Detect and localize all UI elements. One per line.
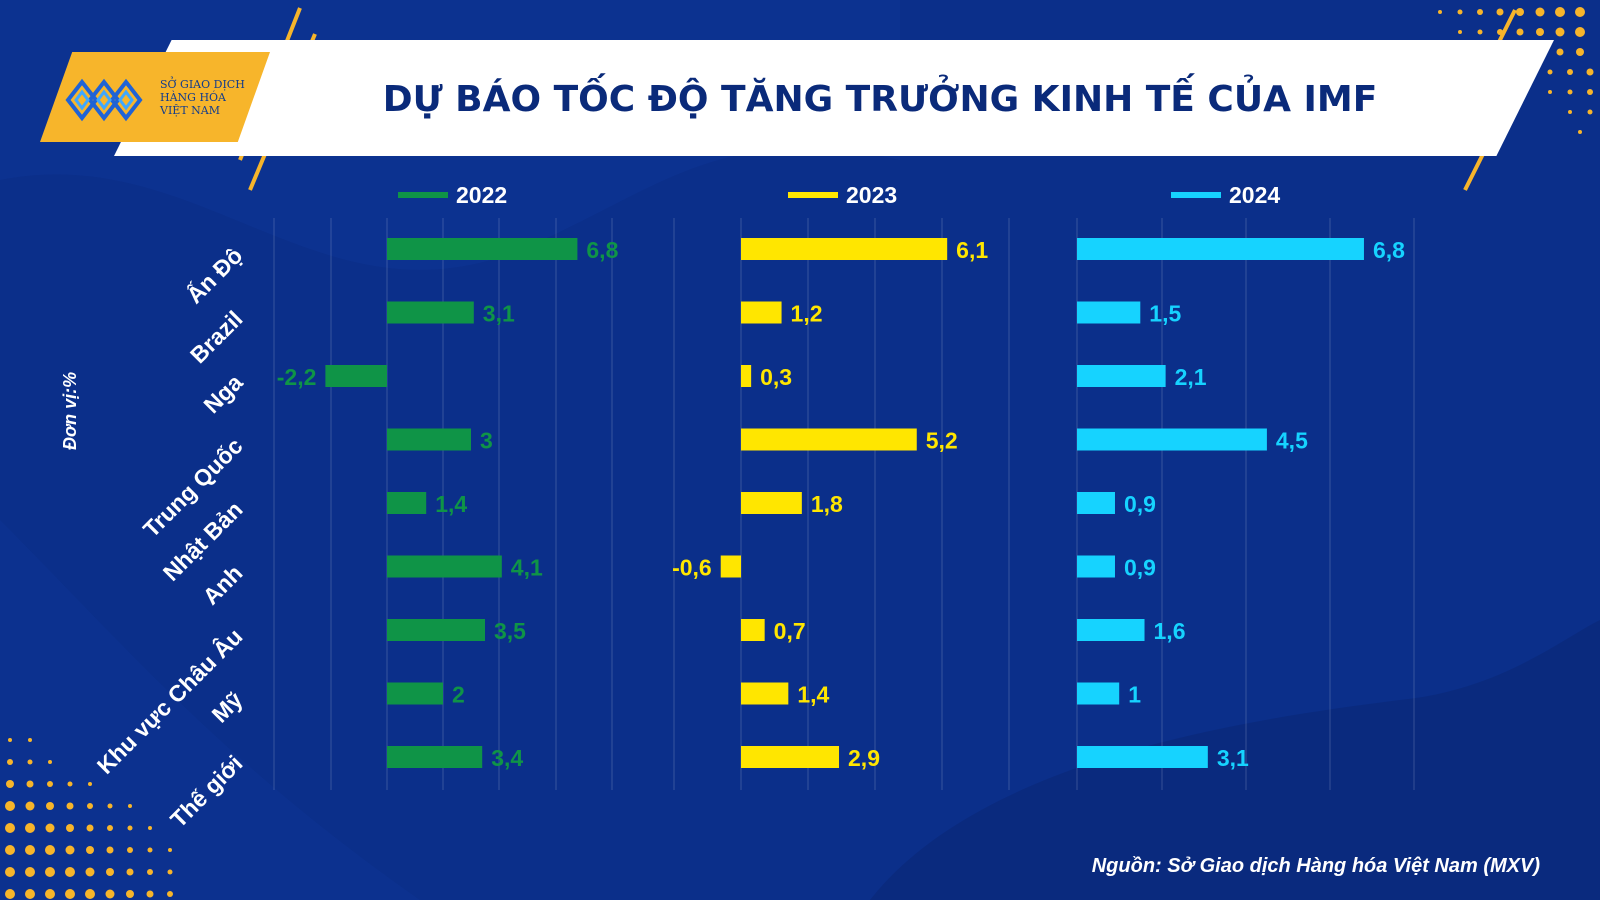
- value-label-2022-0: 6,8: [586, 237, 618, 263]
- logo-line-3: VIỆT NAM: [160, 104, 220, 117]
- bar-2023-6: [741, 619, 765, 641]
- bar-2023-1: [741, 301, 782, 324]
- bar-2024-3: [1077, 428, 1267, 451]
- mxv-logo-icon: [65, 78, 143, 122]
- bar-2023-5: [720, 555, 741, 578]
- value-label-2024-6: 1,6: [1154, 618, 1186, 644]
- bar-2022-8: [387, 746, 483, 768]
- legend-swatch: [788, 192, 838, 198]
- bar-2023-8: [741, 746, 840, 768]
- value-label-2024-4: 0,9: [1124, 491, 1156, 517]
- value-label-2022-3: 3: [480, 428, 493, 454]
- bar-2022-1: [387, 301, 474, 324]
- bar-2022-5: [387, 555, 502, 578]
- bar-2022-3: [387, 428, 471, 451]
- grid-layer: [273, 218, 1415, 790]
- bar-2023-4: [741, 492, 802, 514]
- category-label: Brazil: [185, 306, 248, 369]
- legend-label: 2022: [456, 182, 507, 208]
- value-label-2024-8: 3,1: [1217, 745, 1249, 771]
- value-label-2023-0: 6,1: [956, 237, 988, 263]
- bar-2023-0: [741, 238, 948, 260]
- dot-pattern-top-right: [1438, 7, 1594, 134]
- bar-2023-7: [741, 682, 789, 705]
- category-label: Ấn Độ: [181, 241, 248, 308]
- unit-label: Đơn vị:%: [60, 371, 80, 450]
- category-label: Anh: [198, 560, 248, 610]
- value-label-2023-8: 2,9: [848, 745, 880, 771]
- bar-2024-4: [1077, 492, 1115, 514]
- legend-label: 2023: [846, 182, 897, 208]
- value-label-2022-4: 1,4: [435, 491, 467, 517]
- bar-2024-8: [1077, 746, 1208, 768]
- value-label-2023-1: 1,2: [791, 301, 823, 327]
- legend-swatch: [1171, 192, 1221, 198]
- value-label-2022-6: 3,5: [494, 618, 526, 644]
- value-label-2022-7: 2: [452, 682, 465, 708]
- value-label-2022-8: 3,4: [491, 745, 523, 771]
- value-label-2023-2: 0,3: [760, 364, 792, 390]
- legend-item-2022: 2022: [398, 182, 507, 208]
- category-label: Thế giới: [165, 750, 247, 832]
- title-banner: [114, 40, 1554, 156]
- bar-2022-0: [387, 238, 578, 260]
- bar-2024-7: [1077, 682, 1120, 705]
- bars-layer: [325, 238, 1364, 768]
- value-label-2024-2: 2,1: [1175, 364, 1207, 390]
- category-label: Nga: [198, 369, 247, 418]
- bar-2023-3: [741, 428, 917, 451]
- value-label-2023-6: 0,7: [774, 618, 806, 644]
- source-note: Nguồn: Sở Giao dịch Hàng hóa Việt Nam (M…: [1091, 855, 1540, 877]
- value-label-2024-5: 0,9: [1124, 555, 1156, 581]
- bar-2022-4: [387, 492, 427, 514]
- legend: 2022 2023 2024: [398, 182, 1280, 208]
- value-label-2022-2: -2,2: [277, 364, 317, 390]
- value-label-2023-5: -0,6: [672, 555, 712, 581]
- value-label-2023-4: 1,8: [811, 491, 843, 517]
- bar-2024-0: [1077, 238, 1364, 260]
- bar-2024-6: [1077, 619, 1145, 641]
- bar-2022-2: [325, 365, 387, 387]
- logo-line-1: SỞ GIAO DỊCH: [160, 78, 245, 91]
- bar-2023-2: [741, 365, 752, 387]
- legend-swatch: [398, 192, 448, 198]
- bar-2024-5: [1077, 555, 1115, 578]
- value-label-2023-3: 5,2: [926, 428, 958, 454]
- bar-2024-2: [1077, 365, 1166, 387]
- logo-text: SỞ GIAO DỊCH HÀNG HÓA VIỆT NAM: [160, 78, 255, 117]
- dot-pattern-bottom-left: [5, 738, 173, 899]
- value-label-2024-3: 4,5: [1276, 428, 1308, 454]
- page-title: DỰ BÁO TỐC ĐỘ TĂNG TRƯỞNG KINH TẾ CỦA IM…: [382, 79, 1378, 120]
- value-label-2022-1: 3,1: [483, 301, 515, 327]
- value-label-2024-0: 6,8: [1373, 237, 1405, 263]
- logo-line-2: HÀNG HÓA: [160, 91, 226, 104]
- legend-item-2024: 2024: [1171, 182, 1280, 208]
- value-label-2024-1: 1,5: [1149, 301, 1181, 327]
- bar-2022-6: [387, 619, 485, 641]
- bar-2022-7: [387, 682, 443, 705]
- value-label-2024-7: 1: [1128, 682, 1141, 708]
- category-label: Mỹ: [207, 687, 248, 728]
- value-label-2023-7: 1,4: [797, 682, 829, 708]
- legend-item-2023: 2023: [788, 182, 897, 208]
- value-labels: 6,8 3,1 -2,2 3 1,4 4,1 3,5 2 3,4 6,1 1,2 0,3 5,2 1,8 -…: [277, 237, 1405, 771]
- bar-2024-1: [1077, 301, 1141, 324]
- value-label-2022-5: 4,1: [511, 555, 543, 581]
- legend-label: 2024: [1229, 182, 1280, 208]
